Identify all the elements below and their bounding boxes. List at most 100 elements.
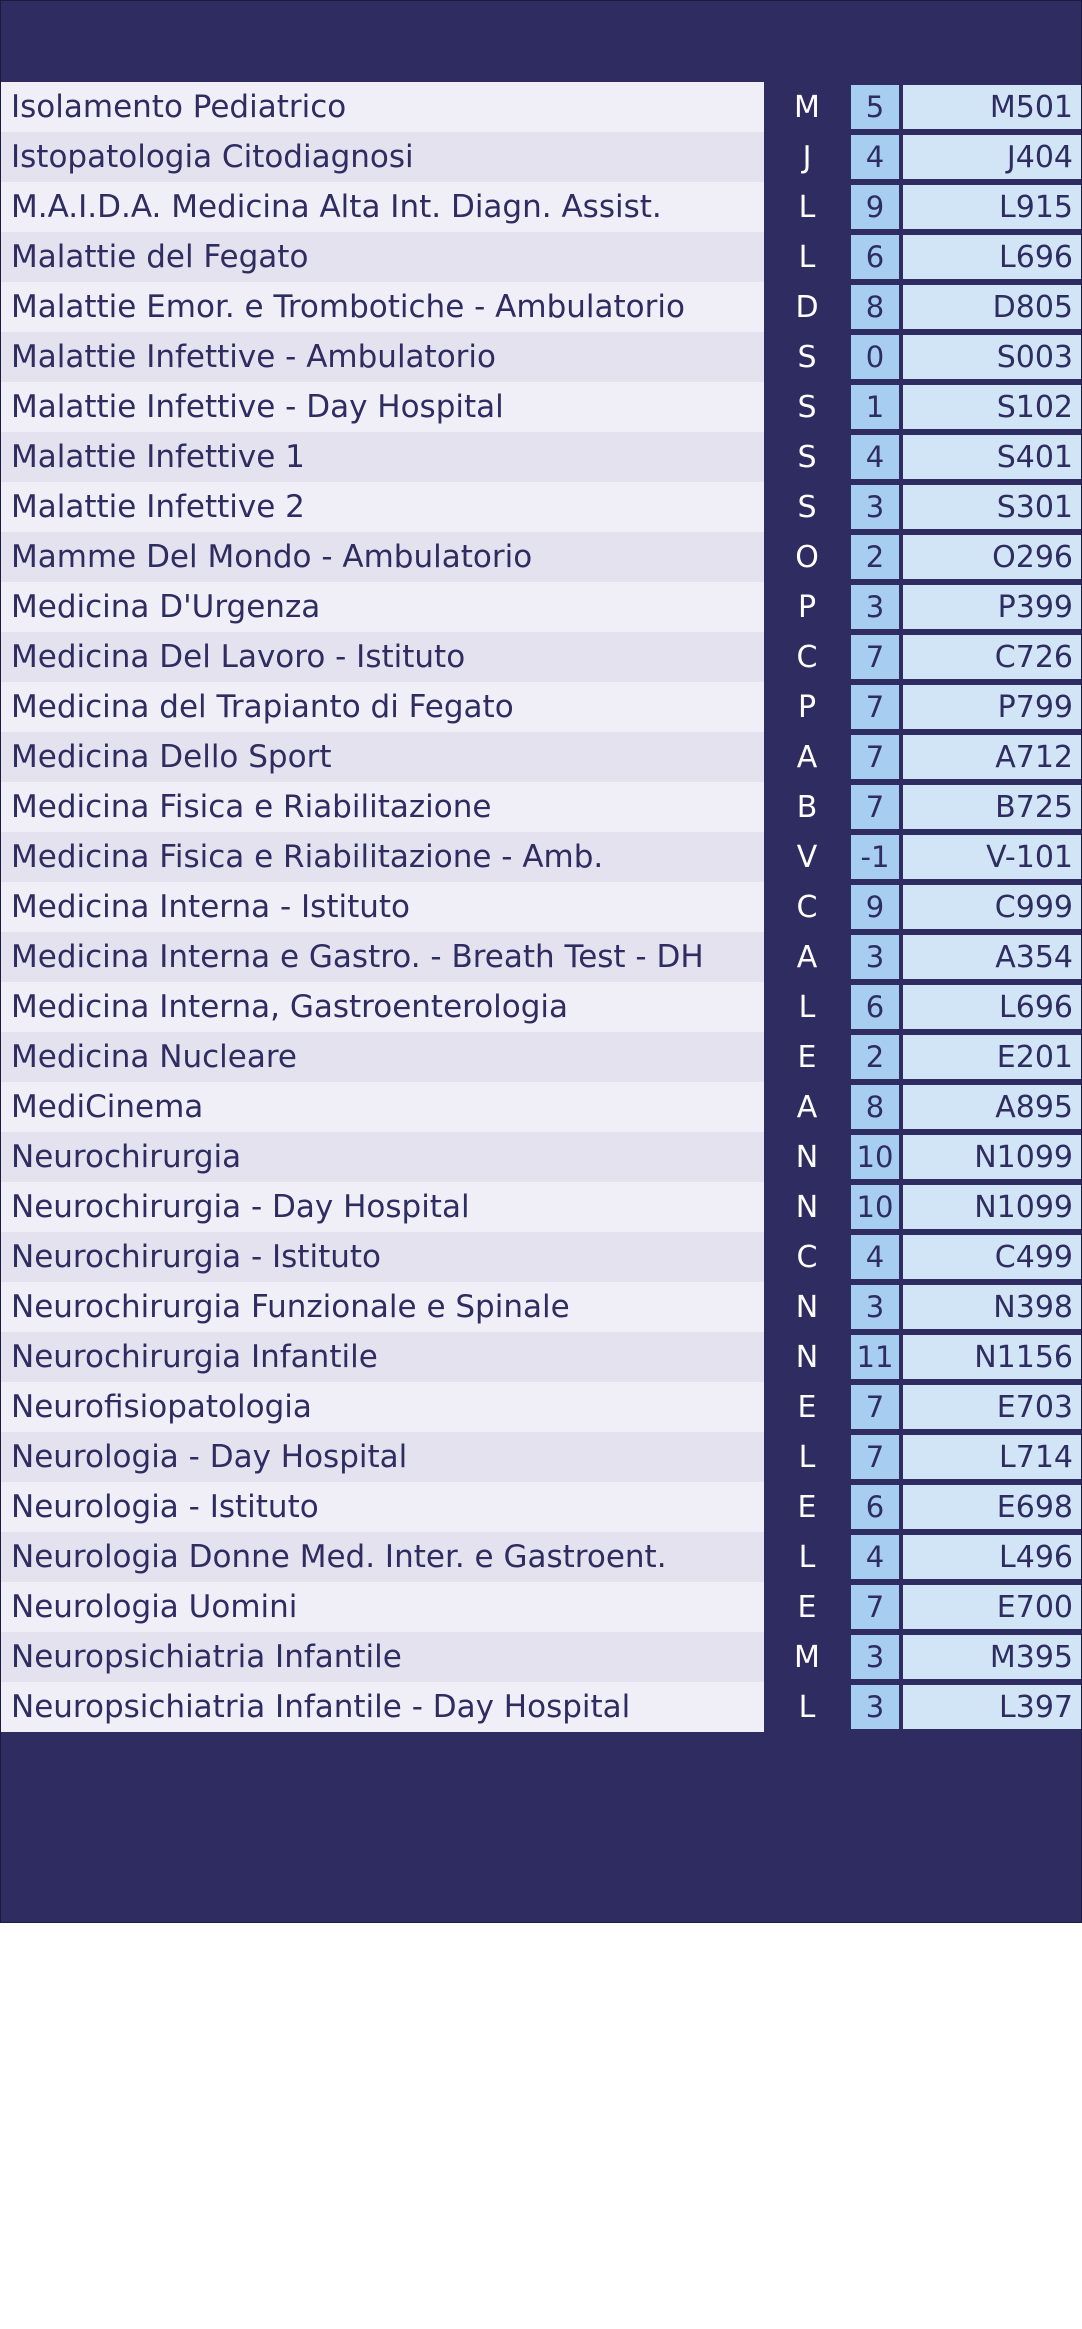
floor-number: 7 xyxy=(851,635,899,679)
location-code: J404 xyxy=(903,135,1081,179)
building-letter: N xyxy=(767,1135,847,1179)
location-code: N1156 xyxy=(903,1335,1081,1379)
table-row: Neurochirurgia N 10 N1099 xyxy=(1,1132,1081,1182)
building-letter: N xyxy=(767,1335,847,1379)
building-letter: D xyxy=(767,285,847,329)
location-code: L496 xyxy=(903,1535,1081,1579)
building-letter: L xyxy=(767,235,847,279)
floor-number: 4 xyxy=(851,435,899,479)
location-code: B725 xyxy=(903,785,1081,829)
building-letter: C xyxy=(767,635,847,679)
department-name: Medicina Interna, Gastroenterologia xyxy=(1,982,764,1032)
table-row: Istopatologia Citodiagnosi J 4 J404 xyxy=(1,132,1081,182)
location-code: S003 xyxy=(903,335,1081,379)
floor-number: 10 xyxy=(851,1135,899,1179)
building-letter: P xyxy=(767,685,847,729)
location-code: M501 xyxy=(903,85,1081,129)
table-row: Malattie Infettive - Ambulatorio S 0 S003 xyxy=(1,332,1081,382)
building-letter: A xyxy=(767,735,847,779)
table-row: Medicina Interna e Gastro. - Breath Test… xyxy=(1,932,1081,982)
building-letter: M xyxy=(767,85,847,129)
department-name: Medicina Dello Sport xyxy=(1,732,764,782)
location-code: C999 xyxy=(903,885,1081,929)
floor-number: 7 xyxy=(851,785,899,829)
department-name: Medicina Interna e Gastro. - Breath Test… xyxy=(1,932,764,982)
table-row: Medicina Nucleare E 2 E201 xyxy=(1,1032,1081,1082)
department-name: Neurochirurgia Funzionale e Spinale xyxy=(1,1282,764,1332)
department-name: Neurochirurgia Infantile xyxy=(1,1332,764,1382)
floor-number: 7 xyxy=(851,1435,899,1479)
table-row: Medicina Del Lavoro - Istituto C 7 C726 xyxy=(1,632,1081,682)
department-name: Medicina Fisica e Riabilitazione xyxy=(1,782,764,832)
department-name: MediCinema xyxy=(1,1082,764,1132)
floor-number: 3 xyxy=(851,1685,899,1729)
location-code: N1099 xyxy=(903,1135,1081,1179)
table-row: Neurologia - Istituto E 6 E698 xyxy=(1,1482,1081,1532)
location-code: L714 xyxy=(903,1435,1081,1479)
department-name: Neurochirurgia - Istituto xyxy=(1,1232,764,1282)
location-code: S301 xyxy=(903,485,1081,529)
building-letter: N xyxy=(767,1185,847,1229)
floor-number: 7 xyxy=(851,1385,899,1429)
location-code: O296 xyxy=(903,535,1081,579)
department-name: Medicina Del Lavoro - Istituto xyxy=(1,632,764,682)
department-name: Neuropsichiatria Infantile - Day Hospita… xyxy=(1,1682,764,1732)
location-code: E700 xyxy=(903,1585,1081,1629)
table-row: M.A.I.D.A. Medicina Alta Int. Diagn. Ass… xyxy=(1,182,1081,232)
header-band xyxy=(1,1,1081,81)
location-code: M395 xyxy=(903,1635,1081,1679)
building-letter: N xyxy=(767,1285,847,1329)
building-letter: A xyxy=(767,935,847,979)
department-name: Medicina Fisica e Riabilitazione - Amb. xyxy=(1,832,764,882)
department-name: Malattie del Fegato xyxy=(1,232,764,282)
floor-number: 9 xyxy=(851,185,899,229)
table-row: Medicina Dello Sport A 7 A712 xyxy=(1,732,1081,782)
floor-number: 11 xyxy=(851,1335,899,1379)
department-name: Medicina Nucleare xyxy=(1,1032,764,1082)
table-row: Medicina Fisica e Riabilitazione B 7 B725 xyxy=(1,782,1081,832)
location-code: P399 xyxy=(903,585,1081,629)
building-letter: C xyxy=(767,1235,847,1279)
location-code: L696 xyxy=(903,985,1081,1029)
table-row: MediCinema A 8 A895 xyxy=(1,1082,1081,1132)
location-code: E201 xyxy=(903,1035,1081,1079)
footer-band xyxy=(1,1732,1081,1922)
table-row: Neuropsichiatria Infantile M 3 M395 xyxy=(1,1632,1081,1682)
department-name: Neurochirurgia - Day Hospital xyxy=(1,1182,764,1232)
department-name: Neurologia Uomini xyxy=(1,1582,764,1632)
department-name: Malattie Infettive 2 xyxy=(1,482,764,532)
table-row: Malattie Emor. e Trombotiche - Ambulator… xyxy=(1,282,1081,332)
table-row: Malattie Infettive - Day Hospital S 1 S102 xyxy=(1,382,1081,432)
table-row: Neurochirurgia - Istituto C 4 C499 xyxy=(1,1232,1081,1282)
location-code: D805 xyxy=(903,285,1081,329)
department-name: Neurofisiopatologia xyxy=(1,1382,764,1432)
department-name: Malattie Emor. e Trombotiche - Ambulator… xyxy=(1,282,764,332)
location-code: L397 xyxy=(903,1685,1081,1729)
floor-number: -1 xyxy=(851,835,899,879)
table-row: Medicina Fisica e Riabilitazione - Amb. V… xyxy=(1,832,1081,882)
location-code: S102 xyxy=(903,385,1081,429)
floor-number: 1 xyxy=(851,385,899,429)
location-code: N398 xyxy=(903,1285,1081,1329)
table-row: Neurologia Donne Med. Inter. e Gastroent… xyxy=(1,1532,1081,1582)
building-letter: S xyxy=(767,335,847,379)
department-name: Neurologia Donne Med. Inter. e Gastroent… xyxy=(1,1532,764,1582)
location-code: A354 xyxy=(903,935,1081,979)
building-letter: J xyxy=(767,135,847,179)
location-code: V-101 xyxy=(903,835,1081,879)
table-row: Neurofisiopatologia E 7 E703 xyxy=(1,1382,1081,1432)
department-name: Malattie Infettive 1 xyxy=(1,432,764,482)
building-letter: S xyxy=(767,485,847,529)
table-row: Neurochirurgia Funzionale e Spinale N 3 N39… xyxy=(1,1282,1081,1332)
department-name: M.A.I.D.A. Medicina Alta Int. Diagn. Ass… xyxy=(1,182,764,232)
location-code: E703 xyxy=(903,1385,1081,1429)
department-name: Malattie Infettive - Day Hospital xyxy=(1,382,764,432)
building-letter: E xyxy=(767,1585,847,1629)
building-letter: V xyxy=(767,835,847,879)
floor-number: 8 xyxy=(851,285,899,329)
department-name: Medicina D'Urgenza xyxy=(1,582,764,632)
building-letter: C xyxy=(767,885,847,929)
floor-number: 2 xyxy=(851,1035,899,1079)
building-letter: L xyxy=(767,1685,847,1729)
floor-number: 7 xyxy=(851,735,899,779)
